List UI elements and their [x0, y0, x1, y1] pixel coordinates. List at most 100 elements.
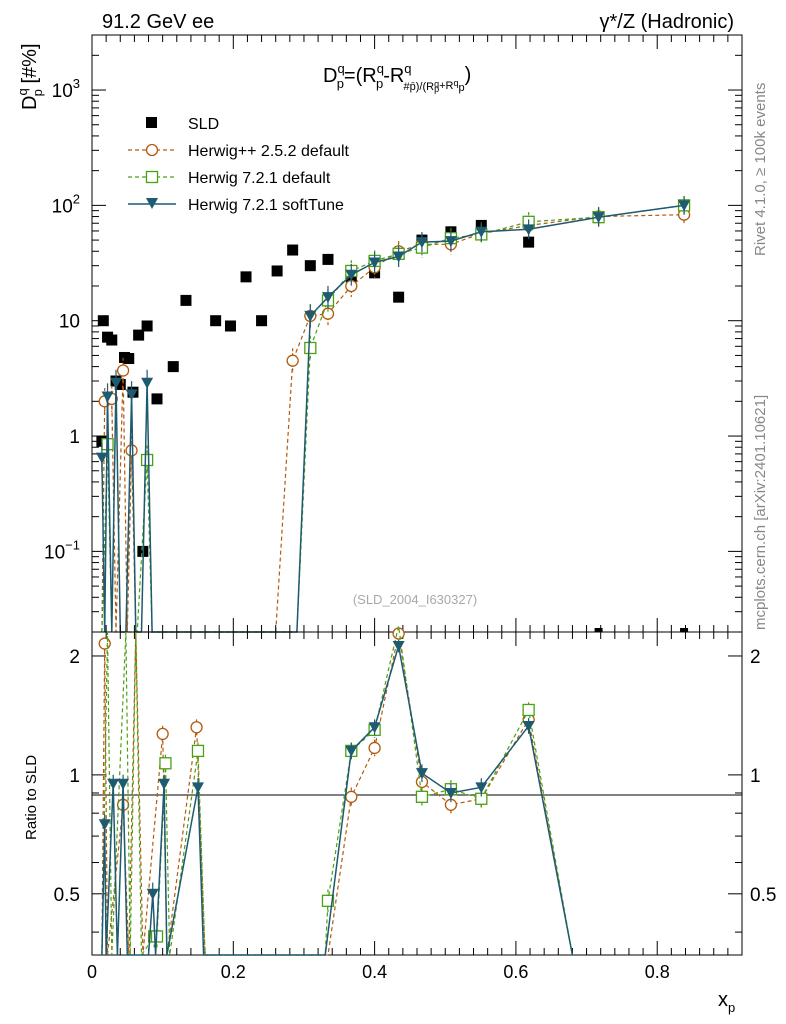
ratio-y-tick-label: 2 — [69, 647, 80, 668]
ratio-y-tick-label-right: 1 — [750, 766, 761, 787]
main-series — [95, 195, 691, 633]
data-point — [522, 720, 535, 732]
data-point-clipped — [680, 628, 689, 632]
data-point — [678, 200, 691, 212]
data-point — [101, 391, 114, 403]
data-point — [368, 722, 381, 734]
data-point — [415, 768, 428, 780]
data-point — [592, 212, 605, 224]
data-point — [321, 894, 335, 907]
x-axis-label: xp — [718, 989, 735, 1015]
legend-marker-herwig7-softtune — [146, 198, 158, 209]
series-line — [101, 631, 573, 956]
data-point — [123, 353, 135, 365]
side-text-rivet: Rivet 4.1.0, ≥ 100k events — [752, 83, 769, 256]
data-point — [368, 257, 381, 269]
ratio-y-tick-label: 1 — [69, 766, 80, 787]
data-point — [415, 790, 429, 803]
data-point — [345, 745, 358, 757]
data-point — [322, 253, 334, 265]
data-point — [125, 389, 138, 401]
data-point — [180, 294, 192, 306]
series-line — [101, 214, 685, 633]
data-point — [95, 452, 108, 464]
data-point — [523, 236, 535, 248]
data-point — [224, 320, 236, 332]
data-point — [522, 224, 535, 236]
legend-marker-sld — [146, 117, 157, 128]
series-herwig-2-5-2-default — [98, 627, 573, 956]
data-point — [522, 703, 535, 717]
main-y-ticks: 10−1 1 10 102 103 — [44, 34, 742, 633]
data-point — [345, 269, 358, 281]
data-point — [286, 354, 299, 367]
main-y-tick-label: 103 — [52, 76, 80, 102]
x-tick-label: 0.8 — [645, 962, 670, 982]
chart-title: Dq p=(Rq p-Rq #p̄)/(Rqp+Rqp) — [323, 61, 471, 94]
data-point — [158, 778, 171, 790]
series-herwig-2-5-2-default — [98, 205, 691, 633]
data-point — [210, 315, 222, 327]
legend-label-herwig7-softtune: Herwig 7.2.1 softTune — [188, 197, 344, 214]
data-point — [156, 727, 169, 741]
data-point — [167, 361, 179, 373]
legend-marker-herwigpp — [145, 143, 159, 157]
x-tick-label: 0.4 — [362, 962, 387, 982]
series-herwig-7-2-1-softtune — [98, 639, 574, 956]
data-point — [475, 782, 488, 794]
main-y-tick-label: 1 — [69, 427, 80, 448]
main-y-tick-label: 10 — [59, 312, 80, 333]
legend: SLD Herwig++ 2.5.2 default Herwig 7.2.1 … — [128, 116, 350, 214]
data-point — [133, 329, 145, 341]
legend-label-sld: SLD — [188, 116, 219, 133]
data-point — [392, 640, 405, 652]
data-point — [444, 787, 457, 799]
legend-marker-herwig7-default — [145, 170, 159, 184]
main-panel: 10−1 1 10 102 103 (SLD_2004_I630327) Dq p=(Rq… — [15, 34, 743, 633]
data-point — [304, 310, 317, 322]
header-left: 91.2 GeV ee — [102, 11, 214, 33]
data-point — [271, 265, 283, 277]
data-point — [116, 364, 130, 377]
data-point — [393, 291, 405, 303]
ratio-x-ticks: 0 0.2 0.4 0.6 0.8 — [87, 35, 743, 982]
data-point — [117, 778, 130, 790]
data-point — [345, 790, 358, 803]
series-sld — [96, 219, 535, 557]
data-point — [191, 744, 205, 758]
data-point — [107, 778, 120, 790]
x-tick-label: 0.6 — [503, 962, 528, 982]
data-point — [159, 757, 172, 770]
legend-label-herwig7-default: Herwig 7.2.1 default — [188, 170, 331, 187]
series-line — [101, 645, 574, 956]
data-point — [475, 226, 488, 238]
main-y-label: Dqp [#%] — [15, 44, 45, 111]
data-point — [321, 292, 334, 304]
series-line — [101, 625, 573, 957]
main-y-tick-label: 102 — [52, 191, 80, 217]
watermark: (SLD_2004_I630327) — [353, 592, 477, 607]
data-point — [141, 377, 154, 389]
data-point — [240, 271, 252, 283]
data-point — [141, 320, 153, 332]
ratio-y-label: Ratio to SLD — [23, 755, 40, 840]
data-point — [191, 782, 204, 794]
series-herwig-7-2-1-default — [101, 195, 691, 633]
series-line — [101, 204, 685, 633]
data-point — [287, 244, 299, 256]
data-point — [151, 393, 163, 405]
ratio-y-tick-label: 0.5 — [54, 885, 80, 906]
ratio-series — [98, 625, 574, 957]
data-point-clipped — [594, 628, 603, 632]
data-point — [114, 378, 126, 390]
side-text-mcplots: mcplots.cern.ch [arXiv:2401.10621] — [752, 395, 769, 630]
x-tick-label: 0.2 — [221, 962, 246, 982]
series-line — [101, 204, 685, 633]
data-point — [146, 888, 159, 900]
data-point — [256, 315, 268, 327]
data-point — [106, 334, 118, 346]
data-point — [415, 237, 428, 249]
data-point — [98, 637, 111, 650]
data-point — [140, 453, 154, 467]
